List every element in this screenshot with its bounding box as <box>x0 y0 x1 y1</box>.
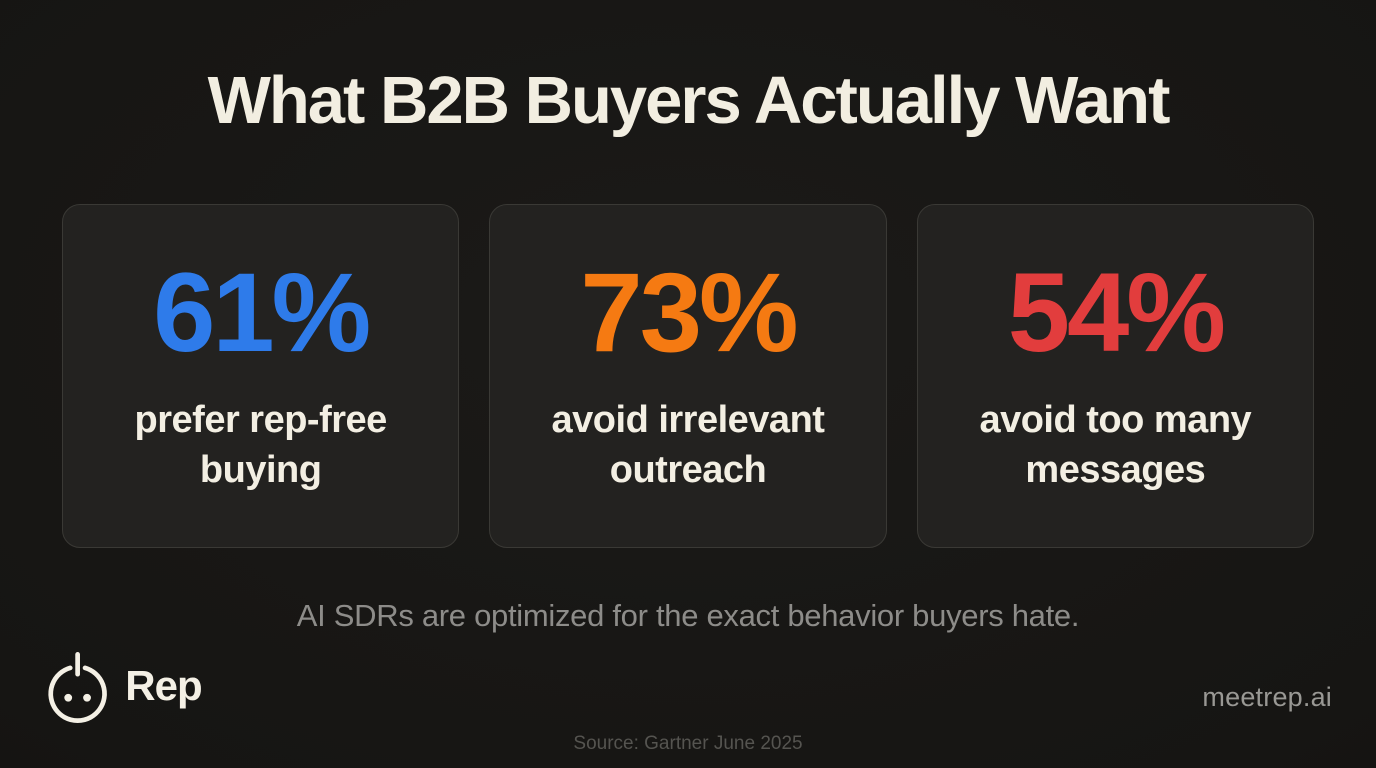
stat-label: avoid irrelevant outreach <box>552 395 825 495</box>
website-url: meetrep.ai <box>1202 682 1332 712</box>
power-face-icon <box>44 652 111 726</box>
stat-value: 54% <box>1007 249 1226 375</box>
stat-label-line: buying <box>199 449 322 491</box>
stat-card-rep-free-buying: 61% prefer rep-free buying <box>62 204 460 548</box>
stat-label-line: avoid too many <box>979 398 1252 441</box>
page-title: What B2B Buyers Actually Want <box>207 63 1171 138</box>
stat-label-line: avoid irrelevant <box>551 398 825 441</box>
brand-name: Rep <box>125 662 202 709</box>
takeaway-text: AI SDRs are optimized for the exact beha… <box>296 598 1080 633</box>
stat-label-line: prefer rep-free <box>134 398 388 441</box>
stat-card-irrelevant-outreach: 73% avoid irrelevant outreach <box>489 204 887 548</box>
brand-logo: Rep <box>44 652 203 726</box>
stat-label: prefer rep-free buying <box>134 395 388 495</box>
stat-value: 61% <box>153 249 371 375</box>
stat-cards-row: 61% prefer rep-free buying 73% avoid irr… <box>62 204 1314 548</box>
stat-card-too-many-messages: 54% avoid too many messages <box>916 204 1314 548</box>
source-attribution: Source: Gartner June 2025 <box>573 733 803 754</box>
stat-value: 73% <box>580 249 798 375</box>
stat-label: avoid too many messages <box>979 395 1251 495</box>
stat-label-line: messages <box>1025 449 1206 491</box>
stat-label-line: outreach <box>609 449 767 491</box>
